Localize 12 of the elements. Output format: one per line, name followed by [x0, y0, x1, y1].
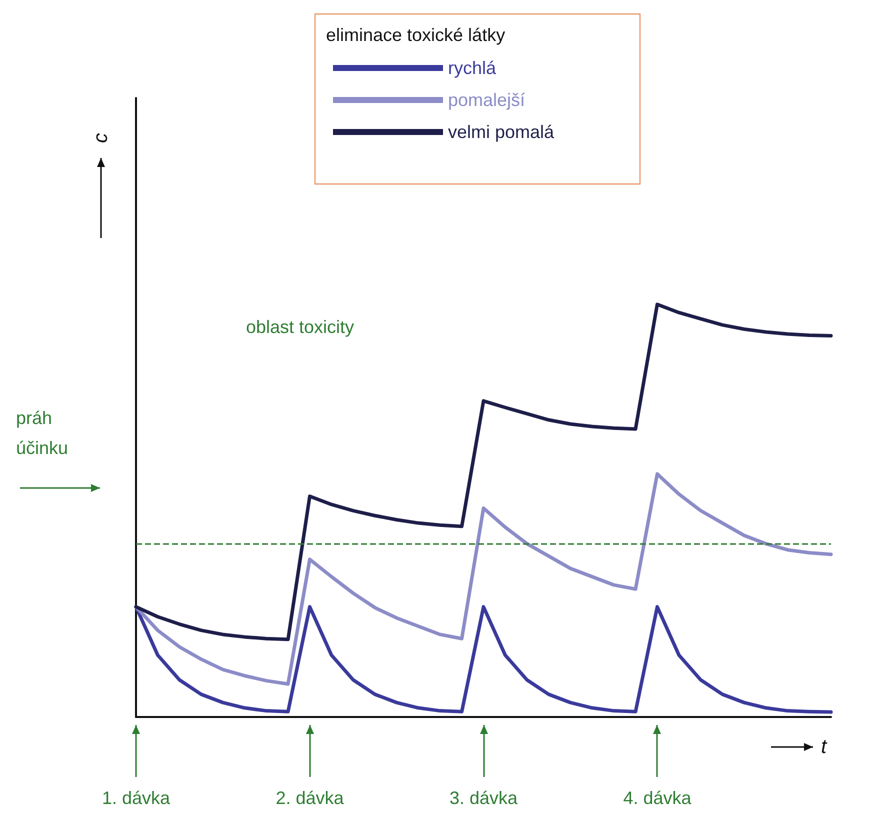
text: rychlá [448, 58, 498, 78]
x-tick-label: 3. dávka [449, 788, 519, 808]
text: c [90, 133, 112, 143]
x-tick-label: 2. dávka [276, 788, 345, 808]
ref-line-label: práh účinku [16, 408, 68, 458]
text: pomalejší [448, 90, 526, 110]
x-tick-label: 4. dávka [623, 788, 692, 808]
text: velmi pomalá [448, 122, 556, 142]
annotation: oblast toxicity [246, 317, 354, 337]
legend-title: eliminace toxické látky [326, 25, 506, 45]
x-tick-label: 1. dávka [102, 788, 172, 808]
x-axis-title: t [821, 736, 828, 758]
